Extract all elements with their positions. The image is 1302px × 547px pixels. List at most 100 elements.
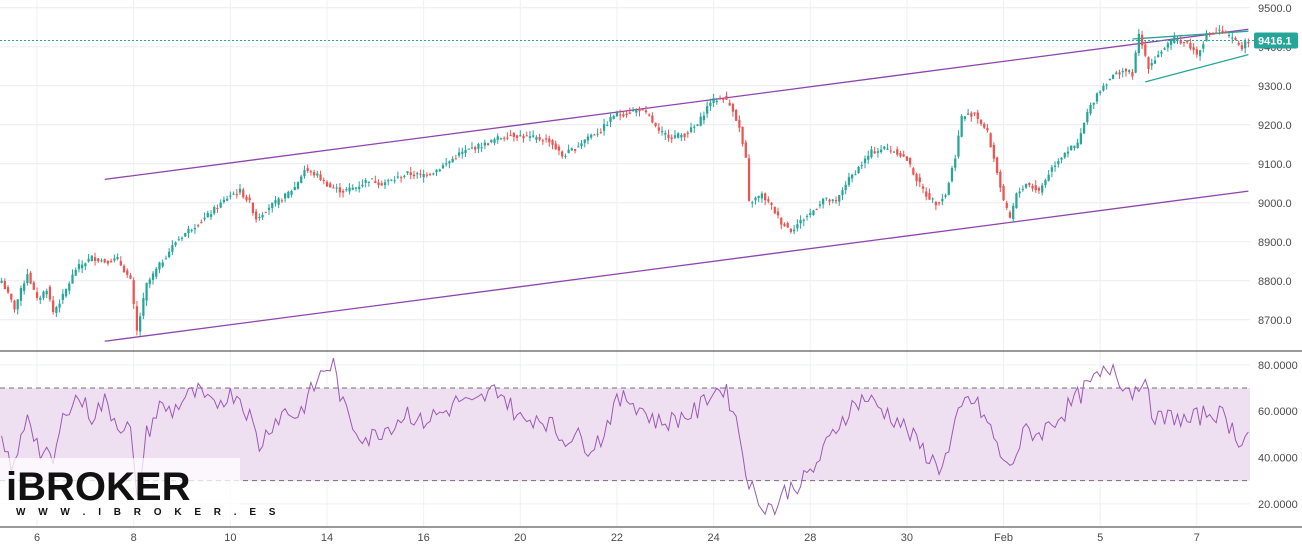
candle-body — [770, 202, 773, 205]
rsi-tick-label: 20.0000 — [1258, 499, 1298, 511]
candle-body — [722, 98, 725, 100]
candle-body — [267, 207, 271, 210]
candle-body — [979, 119, 983, 124]
candle-body — [834, 199, 838, 202]
candle-body — [876, 151, 880, 153]
candle-body — [197, 225, 200, 227]
time-tick-label: 20 — [514, 532, 526, 544]
candle-body — [992, 144, 996, 159]
candle-body — [764, 193, 767, 201]
candle-body — [1086, 112, 1089, 123]
candle-body — [335, 187, 338, 189]
candle-body — [783, 224, 786, 227]
candle-body — [116, 257, 119, 259]
candle-body — [1160, 51, 1163, 54]
time-tick-label: 30 — [901, 532, 913, 544]
candle-body — [93, 257, 97, 261]
candlestick-series — [0, 24, 1250, 336]
candle-body — [1108, 78, 1111, 81]
candle-body — [1041, 185, 1044, 193]
candle-body — [441, 165, 445, 169]
time-tick-label: 24 — [707, 532, 719, 544]
candle-body — [1247, 42, 1250, 44]
candle-body — [1150, 63, 1153, 66]
candle-body — [535, 137, 538, 140]
candle-body — [432, 173, 435, 175]
candle-body — [168, 251, 171, 258]
candle-body — [461, 151, 464, 154]
candle-body — [1205, 33, 1208, 42]
candle-body — [525, 135, 528, 137]
rsi-tick-label: 60.0000 — [1258, 406, 1298, 418]
candle-body — [151, 273, 155, 280]
candle-body — [290, 191, 293, 195]
candle-body — [863, 158, 867, 164]
candle-body — [309, 171, 313, 173]
candle-body — [338, 187, 342, 193]
candle-body — [139, 316, 142, 332]
last-price-tag: 9416.1 — [1254, 32, 1298, 49]
candle-body — [602, 124, 606, 131]
candle-body — [696, 124, 699, 126]
candle-body — [358, 186, 361, 190]
candle-body — [599, 132, 602, 134]
candle-body — [3, 281, 6, 290]
candle-body — [200, 222, 203, 224]
time-tick-label: 7 — [1194, 532, 1200, 544]
candle-body — [528, 136, 532, 138]
candle-body — [557, 146, 561, 151]
candle-body — [725, 95, 728, 100]
candle-body — [1189, 42, 1192, 49]
candle-body — [464, 149, 467, 153]
candle-body — [532, 135, 535, 137]
candle-body — [1057, 161, 1060, 165]
candle-body — [87, 258, 90, 262]
candle-body — [412, 174, 416, 177]
candle-body — [419, 173, 422, 175]
time-axis[interactable]: 6 8 10 14 16 20 22 24 28 30 Feb 5 7 — [34, 532, 1200, 544]
candle-body — [271, 202, 274, 208]
candle-body — [689, 127, 693, 132]
candle-body — [1089, 104, 1092, 114]
candle-body — [26, 274, 29, 284]
candle-body — [399, 177, 403, 179]
candle-body — [1095, 93, 1099, 102]
candle-body — [754, 197, 757, 201]
candle-body — [776, 211, 780, 216]
candle-body — [867, 155, 870, 160]
candle-body — [454, 158, 457, 160]
candle-body — [396, 176, 400, 178]
candle-body — [106, 260, 110, 264]
candle-body — [1092, 102, 1095, 105]
candle-body — [190, 229, 193, 231]
candle-body — [580, 143, 583, 147]
candle-body — [129, 275, 132, 279]
candle-body — [222, 199, 226, 202]
candle-body — [77, 264, 81, 270]
candle-body — [828, 199, 831, 202]
candle-body — [966, 113, 970, 115]
candle-body — [122, 265, 126, 273]
candle-body — [509, 134, 512, 136]
candle-body — [815, 209, 818, 211]
candle-body — [902, 154, 905, 157]
price-tick-label: 9100.0 — [1258, 159, 1292, 171]
wedge-lower-line — [1145, 53, 1249, 83]
candle-body — [1173, 36, 1176, 43]
candle-body — [799, 219, 802, 224]
candle-body — [989, 133, 992, 148]
candle-body — [348, 187, 351, 192]
candle-body — [912, 168, 915, 175]
candle-body — [706, 106, 709, 114]
candle-body — [225, 198, 229, 201]
candle-body — [715, 100, 718, 102]
candle-body — [1102, 85, 1105, 91]
candle-body — [361, 184, 364, 187]
candle-body — [512, 132, 515, 137]
candle-body — [103, 259, 106, 263]
candle-body — [831, 199, 834, 201]
candle-body — [805, 215, 809, 217]
candle-body — [937, 202, 941, 204]
candle-body — [438, 169, 441, 172]
